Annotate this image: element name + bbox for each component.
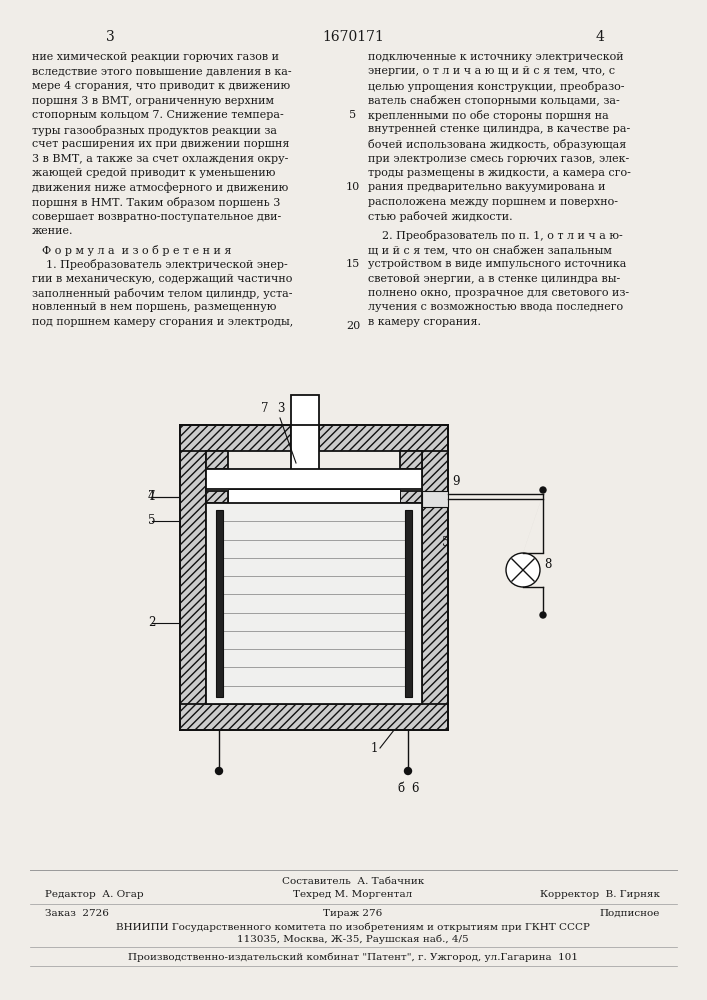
Text: вследствие этого повышение давления в ка-: вследствие этого повышение давления в ка… [32, 66, 291, 77]
Text: Подписное: Подписное [600, 909, 660, 918]
Text: расположена между поршнем и поверхно-: расположена между поршнем и поверхно- [368, 197, 618, 207]
Text: Производственно-издательский комбинат "Патент", г. Ужгород, ул.Гагарина  101: Производственно-издательский комбинат "П… [128, 952, 578, 962]
Text: 3: 3 [277, 402, 284, 415]
Text: Техред М. Моргентал: Техред М. Моргентал [293, 890, 413, 899]
Text: бочей использована жидкость, образующая: бочей использована жидкость, образующая [368, 139, 626, 150]
Text: Составитель  А. Табачник: Составитель А. Табачник [282, 877, 424, 886]
Text: б: б [398, 782, 405, 795]
Text: гии в механическую, содержащий частично: гии в механическую, содержащий частично [32, 273, 293, 284]
Text: поршня 3 в ВМТ, ограниченную верхним: поршня 3 в ВМТ, ограниченную верхним [32, 96, 274, 105]
Text: 2: 2 [148, 616, 156, 630]
Text: 7: 7 [148, 490, 156, 504]
Text: Заказ  2726: Заказ 2726 [45, 909, 109, 918]
Text: ватель снабжен стопорными кольцами, за-: ватель снабжен стопорными кольцами, за- [368, 96, 620, 106]
Text: при электролизе смесь горючих газов, элек-: при электролизе смесь горючих газов, эле… [368, 153, 629, 163]
Bar [400, 491, 422, 503]
Bar [180, 425, 206, 730]
Text: жающей средой приводит к уменьшению: жающей средой приводит к уменьшению [32, 168, 275, 178]
Bar [291, 395, 319, 479]
Text: поршня в НМТ. Таким образом поршень 3: поршня в НМТ. Таким образом поршень 3 [32, 197, 281, 208]
Text: ВНИИПИ Государственного комитета по изобретениям и открытиям при ГКНТ СССР: ВНИИПИ Государственного комитета по изоб… [116, 922, 590, 932]
Text: 4: 4 [148, 490, 156, 504]
Text: 113035, Москва, Ж-35, Раушская наб., 4/5: 113035, Москва, Ж-35, Раушская наб., 4/5 [237, 934, 469, 944]
Text: новленный в нем поршень, размещенную: новленный в нем поршень, размещенную [32, 302, 276, 312]
Text: мере 4 сгорания, что приводит к движению: мере 4 сгорания, что приводит к движению [32, 81, 290, 91]
Text: в камеру сгорания.: в камеру сгорания. [368, 317, 481, 327]
Text: 9: 9 [452, 475, 460, 488]
Text: световой энергии, а в стенке цилиндра вы-: световой энергии, а в стенке цилиндра вы… [368, 273, 620, 284]
Text: Тираж 276: Тираж 276 [323, 909, 382, 918]
Text: 1: 1 [370, 742, 378, 754]
Text: 1670171: 1670171 [322, 30, 384, 44]
Bar [405, 510, 412, 697]
Text: лучения с возможностью ввода последнего: лучения с возможностью ввода последнего [368, 302, 623, 312]
Bar [206, 491, 228, 503]
Text: 7: 7 [261, 402, 269, 415]
Bar [228, 489, 400, 505]
Text: 8: 8 [544, 558, 551, 572]
Text: стопорным кольцом 7. Снижение темпера-: стопорным кольцом 7. Снижение темпера- [32, 110, 284, 120]
Text: 1. Преобразователь электрической энер-: 1. Преобразователь электрической энер- [32, 259, 288, 270]
Text: счет расширения их при движении поршня: счет расширения их при движении поршня [32, 139, 289, 149]
Text: Ф о р м у л а  и з о б р е т е н и я: Ф о р м у л а и з о б р е т е н и я [42, 244, 232, 255]
Text: 6: 6 [411, 782, 419, 795]
Text: 10: 10 [346, 182, 360, 192]
Bar [422, 491, 448, 507]
Text: движения ниже атмосферного и движению: движения ниже атмосферного и движению [32, 182, 288, 193]
Circle shape [506, 553, 540, 587]
Text: ние химической реакции горючих газов и: ние химической реакции горючих газов и [32, 52, 279, 62]
Circle shape [404, 768, 411, 774]
Bar [206, 451, 228, 469]
Bar [180, 704, 448, 730]
Text: жение.: жение. [32, 226, 74, 236]
Bar [180, 425, 291, 451]
Text: 3 в ВМТ, а также за счет охлаждения окру-: 3 в ВМТ, а также за счет охлаждения окру… [32, 153, 288, 163]
Circle shape [540, 487, 546, 493]
Text: 5: 5 [148, 514, 156, 528]
Text: 20: 20 [346, 321, 360, 331]
Text: Корректор  В. Гирняк: Корректор В. Гирняк [540, 890, 660, 899]
Text: троды размещены в жидкости, а камера сго-: троды размещены в жидкости, а камера сго… [368, 168, 631, 178]
Text: заполненный рабочим телом цилиндр, уста-: заполненный рабочим телом цилиндр, уста- [32, 288, 293, 299]
Text: подключенные к источнику электрической: подключенные к источнику электрической [368, 52, 624, 62]
Circle shape [540, 612, 546, 618]
Text: совершает возвратно-поступательное дви-: совершает возвратно-поступательное дви- [32, 212, 281, 222]
Text: крепленными по обе стороны поршня на: крепленными по обе стороны поршня на [368, 110, 609, 121]
Text: 5: 5 [349, 110, 356, 120]
Bar [180, 425, 448, 730]
Bar [422, 425, 448, 730]
Bar [319, 425, 448, 451]
Text: 5: 5 [442, 536, 450, 550]
Text: Редактор  А. Огар: Редактор А. Огар [45, 890, 144, 899]
Text: устройством в виде импульсного источника: устройством в виде импульсного источника [368, 259, 626, 269]
Bar [216, 510, 223, 697]
Bar [206, 503, 422, 704]
Bar [206, 469, 422, 489]
Text: щ и й с я тем, что он снабжен запальным: щ и й с я тем, что он снабжен запальным [368, 244, 612, 255]
Text: 3: 3 [105, 30, 115, 44]
Text: 15: 15 [346, 259, 360, 269]
Text: полнено окно, прозрачное для светового из-: полнено окно, прозрачное для светового и… [368, 288, 629, 298]
Text: туры газообразных продуктов реакции за: туры газообразных продуктов реакции за [32, 124, 277, 135]
Text: внутренней стенке цилиндра, в качестве ра-: внутренней стенке цилиндра, в качестве р… [368, 124, 630, 134]
Text: энергии, о т л и ч а ю щ и й с я тем, что, с: энергии, о т л и ч а ю щ и й с я тем, чт… [368, 66, 615, 77]
Text: целью упрощения конструкции, преобразо-: целью упрощения конструкции, преобразо- [368, 81, 624, 92]
Text: 4: 4 [595, 30, 604, 44]
Bar [400, 451, 422, 469]
Text: под поршнем камеру сгорания и электроды,: под поршнем камеру сгорания и электроды, [32, 317, 293, 327]
Text: 2. Преобразователь по п. 1, о т л и ч а ю-: 2. Преобразователь по п. 1, о т л и ч а … [368, 230, 623, 241]
Text: стью рабочей жидкости.: стью рабочей жидкости. [368, 212, 513, 223]
Circle shape [216, 768, 223, 774]
Text: рания предварительно вакуумирована и: рания предварительно вакуумирована и [368, 182, 605, 192]
